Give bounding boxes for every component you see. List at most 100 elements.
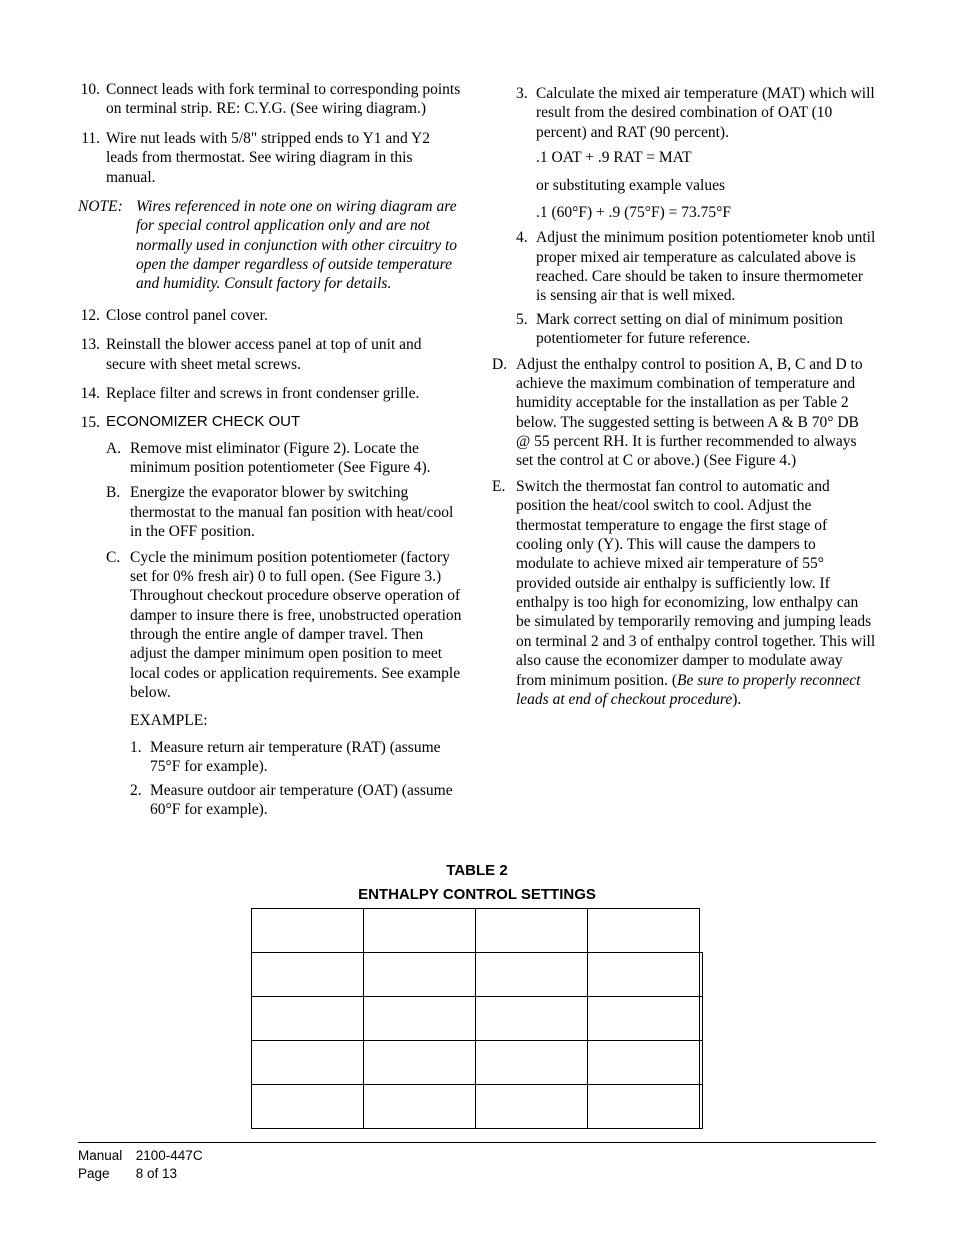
note-text: Wires referenced in note one on wiring d…: [136, 197, 462, 294]
table-row: [252, 953, 703, 997]
td: [700, 997, 703, 1041]
page: 10. Connect leads with fork terminal to …: [0, 0, 954, 1235]
letter: C.: [106, 548, 130, 703]
step-number: 3.: [516, 84, 536, 142]
list-item-11: 11. Wire nut leads with 5/8" stripped en…: [78, 129, 462, 187]
letter: B.: [106, 483, 130, 541]
list-item-13: 13. Reinstall the blower access panel at…: [78, 335, 462, 374]
th: [364, 909, 476, 953]
sub-item-A: A. Remove mist eliminator (Figure 2). Lo…: [106, 439, 462, 478]
left-column: 10. Connect leads with fork terminal to …: [78, 80, 462, 823]
page-value: 8 of 13: [136, 1166, 177, 1181]
td: [700, 1041, 703, 1085]
right-column: 3. Calculate the mixed air temperature (…: [492, 80, 876, 823]
td: [700, 953, 703, 997]
item-text: Wire nut leads with 5/8" stripped ends t…: [106, 129, 462, 187]
page-label: Page: [78, 1165, 132, 1183]
td: [364, 1085, 476, 1129]
list-item-12: 12. Close control panel cover.: [78, 306, 462, 325]
letter-text: Cycle the minimum position potentiometer…: [130, 548, 462, 703]
step-text: Adjust the minimum position potentiomete…: [536, 228, 876, 306]
item-text: Close control panel cover.: [106, 306, 462, 325]
td: [700, 1085, 703, 1129]
example-step-4: 4. Adjust the minimum position potentiom…: [516, 228, 876, 306]
letter-text: Energize the evaporator blower by switch…: [130, 483, 462, 541]
note-block: NOTE: Wires referenced in note one on wi…: [78, 197, 462, 294]
table-header-row: [252, 909, 703, 953]
item-number: 15.: [78, 413, 106, 432]
td: [252, 953, 364, 997]
td: [476, 1041, 588, 1085]
th: [588, 909, 700, 953]
sub-item-D: D. Adjust the enthalpy control to positi…: [492, 355, 876, 471]
list-item-10: 10. Connect leads with fork terminal to …: [78, 80, 462, 119]
td: [476, 953, 588, 997]
step-number: 1.: [130, 738, 150, 777]
letter: E.: [492, 477, 516, 710]
note-label: NOTE:: [78, 197, 136, 294]
step-number: 2.: [130, 781, 150, 820]
table-row: [252, 1085, 703, 1129]
e-end: ).: [732, 691, 741, 708]
equation-mid: or substituting example values: [536, 176, 876, 195]
equation-2: .1 (60°F) + .9 (75°F) = 73.75°F: [536, 203, 876, 222]
example-step-1: 1. Measure return air temperature (RAT) …: [130, 738, 462, 777]
example-step-2: 2. Measure outdoor air temperature (OAT)…: [130, 781, 462, 820]
step-number: 4.: [516, 228, 536, 306]
item-number: 13.: [78, 335, 106, 374]
letter: A.: [106, 439, 130, 478]
td: [364, 953, 476, 997]
td: [252, 997, 364, 1041]
example-step-5: 5. Mark correct setting on dial of minim…: [516, 310, 876, 349]
list-item-14: 14. Replace filter and screws in front c…: [78, 384, 462, 403]
step-text: Mark correct setting on dial of minimum …: [536, 310, 876, 349]
page-footer: Manual 2100-447C Page 8 of 13: [78, 1142, 876, 1183]
td: [588, 1041, 700, 1085]
letter-text: Adjust the enthalpy control to position …: [516, 355, 876, 471]
step-text: Measure outdoor air temperature (OAT) (a…: [150, 781, 462, 820]
item-number: 14.: [78, 384, 106, 403]
step-text: Measure return air temperature (RAT) (as…: [150, 738, 462, 777]
td: [476, 1085, 588, 1129]
td: [252, 1085, 364, 1129]
item-text: Connect leads with fork terminal to corr…: [106, 80, 462, 119]
e-main: Switch the thermostat fan control to aut…: [516, 478, 875, 689]
sub-item-C: C. Cycle the minimum position potentiome…: [106, 548, 462, 703]
letter-text: Switch the thermostat fan control to aut…: [516, 477, 876, 710]
th: [476, 909, 588, 953]
example-label: EXAMPLE:: [130, 711, 462, 730]
td: [588, 997, 700, 1041]
step-number: 5.: [516, 310, 536, 349]
sub-item-E: E. Switch the thermostat fan control to …: [492, 477, 876, 710]
item-number: 10.: [78, 80, 106, 119]
table-2-block: TABLE 2 ENTHALPY CONTROL SETTINGS: [78, 861, 876, 1129]
sub-item-B: B. Energize the evaporator blower by swi…: [106, 483, 462, 541]
td: [476, 997, 588, 1041]
manual-label: Manual: [78, 1147, 132, 1165]
td: [364, 1041, 476, 1085]
item-text: Reinstall the blower access panel at top…: [106, 335, 462, 374]
section-title: ECONOMIZER CHECK OUT: [106, 413, 462, 432]
footer-page: Page 8 of 13: [78, 1165, 876, 1183]
table-row: [252, 997, 703, 1041]
letter: D.: [492, 355, 516, 471]
table-row: [252, 1041, 703, 1085]
item-number: 12.: [78, 306, 106, 325]
two-column-layout: 10. Connect leads with fork terminal to …: [78, 80, 876, 823]
th: [252, 909, 364, 953]
enthalpy-table: [251, 908, 703, 1129]
letter-text: Remove mist eliminator (Figure 2). Locat…: [130, 439, 462, 478]
table-title: ENTHALPY CONTROL SETTINGS: [78, 885, 876, 905]
td: [588, 1085, 700, 1129]
step-text: Calculate the mixed air temperature (MAT…: [536, 84, 876, 142]
item-number: 11.: [78, 129, 106, 187]
footer-manual: Manual 2100-447C: [78, 1147, 876, 1165]
example-step-3: 3. Calculate the mixed air temperature (…: [516, 84, 876, 142]
equation-1: .1 OAT + .9 RAT = MAT: [536, 148, 876, 167]
td: [588, 953, 700, 997]
manual-value: 2100-447C: [136, 1148, 203, 1163]
td: [364, 997, 476, 1041]
table-label: TABLE 2: [78, 861, 876, 881]
td: [252, 1041, 364, 1085]
item-text: Replace filter and screws in front conde…: [106, 384, 462, 403]
